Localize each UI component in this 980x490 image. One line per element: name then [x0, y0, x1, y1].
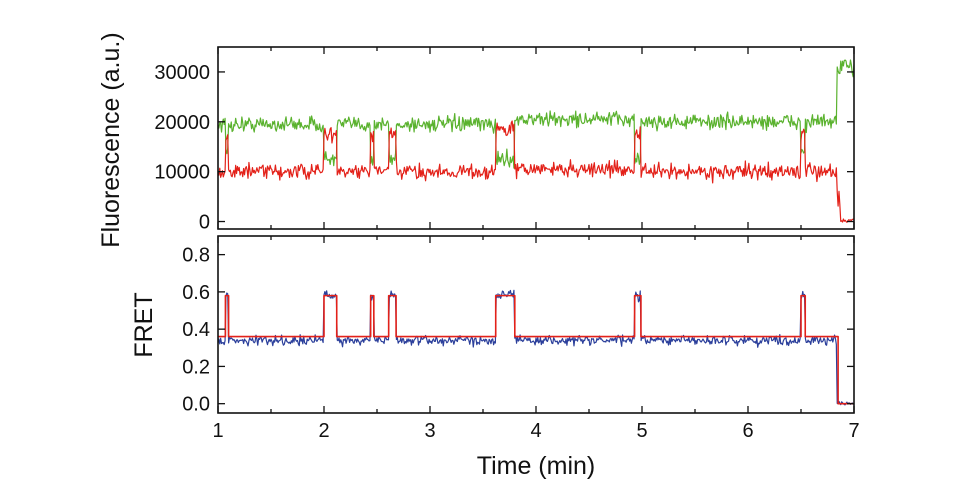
top-y-tick-label: 30000	[154, 62, 210, 84]
bottom-series-hmm-fit-line	[218, 294, 854, 405]
x-tick-label: 7	[848, 420, 859, 442]
bottom-panel: 0.0 0.2 0.4 0.6 0.8 1 2 3 4 5 6 7	[182, 235, 860, 442]
top-y-tick-label: 10000	[154, 162, 210, 184]
bottom-y-tick-label: 0.0	[182, 394, 210, 416]
x-tick-label: 6	[742, 420, 753, 442]
bottom-y-tick-label: 0.4	[182, 319, 210, 341]
x-tick-label: 2	[318, 420, 329, 442]
x-tick-label: 1	[212, 420, 223, 442]
bottom-y-tick-label: 0.8	[182, 245, 210, 267]
top-panel: 0 10000 20000 30000	[154, 46, 855, 234]
top-plot-frame	[217, 46, 855, 230]
x-tick-label: 5	[636, 420, 647, 442]
x-axis-title: Time (min)	[477, 452, 596, 480]
top-y-tick-label: 20000	[154, 112, 210, 134]
bottom-series-fret-line	[217, 289, 855, 406]
bottom-plot-frame	[217, 235, 855, 414]
bottom-y-tick-label: 0.6	[182, 282, 210, 304]
bottom-y-tick-label: 0.2	[182, 356, 210, 378]
bottom-y-axis-title: FRET	[130, 292, 158, 357]
top-series-donor-line	[217, 59, 855, 169]
top-y-axis-title: Fluorescence (a.u.)	[97, 32, 125, 247]
top-y-tick-label: 0	[199, 212, 210, 234]
top-series-acceptor-line	[217, 120, 855, 223]
x-tick-label: 3	[424, 420, 435, 442]
x-tick-label: 4	[530, 420, 541, 442]
